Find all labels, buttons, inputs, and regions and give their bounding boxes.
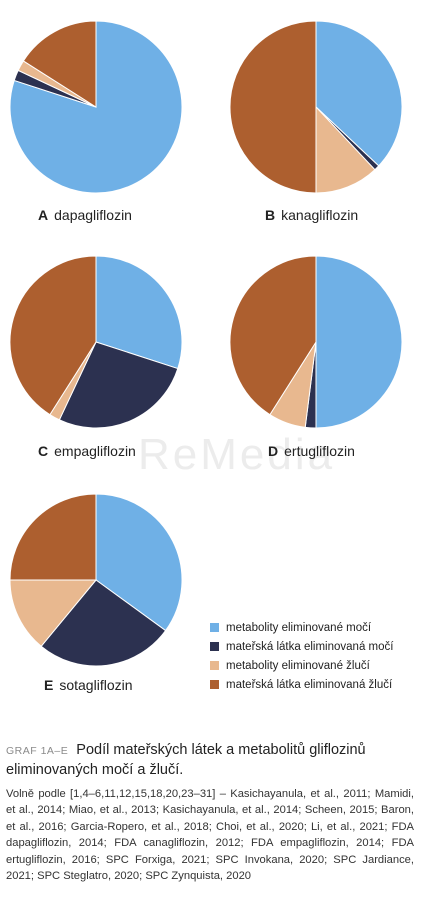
pie-slice-c-4 [9,255,97,416]
legend-label: metabolity eliminované močí [226,621,372,634]
legend-item: mateřská látka eliminovaná žlučí [210,675,393,694]
chart-title: sotagliflozin [59,677,132,693]
pie-slice-c-2 [58,341,179,429]
pie-slice-e-4 [9,493,97,581]
pie-slice-b-3 [315,105,376,194]
chart-letter: C [38,443,48,459]
pie-slice-a-4 [22,20,97,108]
legend-swatch [210,680,219,689]
pie-slice-c-1 [95,255,183,370]
legend-item: metabolity eliminované žlučí [210,656,393,675]
legend-swatch [210,642,219,651]
legend-item: metabolity eliminované močí [210,618,393,637]
chart-letter: D [268,443,278,459]
legend-item: mateřská látka eliminovaná močí [210,637,393,656]
pie-slice-e-2 [40,579,167,667]
chart-title: ertugliflozin [284,443,355,459]
chart-title: empagliflozin [54,443,136,459]
legend-label: metabolity eliminované žlučí [226,659,370,672]
figure-caption: GRAF 1A–E Podíl mateřských látek a metabo… [6,741,414,884]
caption-tag: GRAF 1A–E [6,745,69,757]
legend: metabolity eliminované močí mateřská lát… [210,618,393,694]
chart-letter: E [44,677,53,693]
legend-swatch [210,661,219,670]
pie-slice-e-1 [95,493,183,632]
chart-title: dapagliflozin [54,207,132,223]
legend-label: mateřská látka eliminovaná žlučí [226,678,393,691]
legend-label: mateřská látka eliminovaná močí [226,640,394,653]
pie-slice-d-4 [229,255,317,416]
pie-slice-d-1 [315,255,403,429]
chart-title: kanagliflozin [281,207,358,223]
legend-swatch [210,623,219,632]
pie-slice-b-1 [315,20,403,167]
chart-letter: A [38,207,48,223]
caption-title: Podíl mateřských látek a metabolitů glif… [6,742,366,778]
watermark: ReMedia [138,430,336,479]
caption-references: Volně podle [1,4–6,11,12,15,18,20,23–31]… [6,788,414,883]
chart-letter: B [265,207,275,223]
pie-slice-b-4 [229,20,317,194]
pie-slice-e-3 [9,579,98,647]
